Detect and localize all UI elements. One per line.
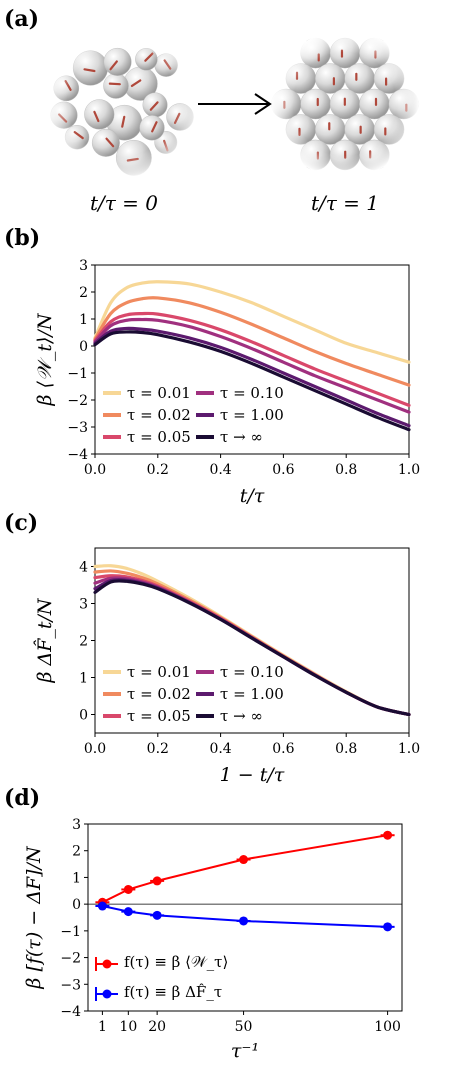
plot-frame	[87, 823, 403, 1012]
y-tick-label: 3	[79, 258, 88, 274]
data-point	[152, 910, 162, 920]
y-tick-label: −2	[67, 393, 88, 409]
x-axis-label: τ⁻¹	[231, 1040, 259, 1062]
cluster-fade	[44, 24, 200, 180]
y-tick-label: 1	[79, 312, 88, 328]
series-line-2	[93, 311, 411, 407]
legend-entry: τ = 0.05	[127, 707, 191, 725]
data-point	[97, 901, 107, 911]
x-axis-label: 1 − t/τ	[220, 764, 285, 786]
y-tick-label: 1	[72, 870, 81, 886]
panel-label-a: (a)	[4, 6, 39, 32]
y-axis-label: β ΔF̂_t/N	[34, 597, 56, 683]
legend-entry: τ = 0.05	[127, 428, 191, 446]
y-tick-label: 3	[72, 817, 81, 833]
legend-entry: τ = 0.10	[220, 384, 284, 402]
x-tick-label: 0.8	[335, 741, 357, 757]
x-tick-label: 1.0	[398, 462, 420, 478]
data-point	[152, 876, 162, 886]
legend-entry: τ = 0.02	[127, 406, 191, 424]
caption-right: t/τ = 1	[311, 191, 379, 215]
x-tick-label: 20	[148, 1019, 166, 1035]
data-point	[383, 830, 393, 840]
panel-c: (c) 0.0 0.2 0.4 0.6 0.8 1.0 0 1 2 3 4 1 − t/τ β ΔF̂_…	[4, 510, 420, 786]
caption-left: t/τ = 0	[90, 191, 158, 215]
legend: f(τ) ≡ β ⟨𝒲_τ⟩ f(τ) ≡ β ΔF̂_τ	[95, 953, 228, 1001]
y-axis-label: β [f(τ) − ΔF]/N	[23, 845, 45, 990]
panel-a: (a) t/τ = 0 t/τ = 1	[4, 6, 419, 215]
data-point	[383, 922, 393, 932]
x-tick-label: 0.8	[335, 462, 357, 478]
plot-frame	[94, 264, 410, 455]
series-line-0	[101, 834, 389, 904]
x-tick-label: 0.2	[147, 462, 169, 478]
legend-entry: τ = 1.00	[220, 406, 284, 424]
y-tick-label: 4	[79, 560, 88, 576]
y-tick-label: 2	[79, 285, 88, 301]
series-line-5	[93, 330, 411, 432]
data-point	[239, 916, 249, 926]
y-tick-label: −3	[67, 420, 88, 436]
plot-frame	[94, 547, 410, 734]
y-tick-label: −3	[60, 977, 81, 993]
y-tick-label: −1	[67, 366, 88, 382]
legend-entry: τ = 0.01	[127, 384, 191, 402]
legend-entry: f(τ) ≡ β ⟨𝒲_τ⟩	[124, 953, 228, 971]
y-tick-label: −2	[60, 951, 81, 967]
series-line-0	[93, 280, 411, 364]
y-tick-label: 0	[79, 339, 88, 355]
x-tick-label: 0.6	[272, 462, 294, 478]
y-tick-label: 2	[79, 634, 88, 650]
x-tick-label: 0.4	[209, 462, 231, 478]
x-tick-label: 100	[374, 1019, 401, 1035]
y-tick-label: 0	[79, 708, 88, 724]
panel-b: (b) 0.0 0.2 0.4 0.6 0.8 1.0 −4 −3 −2 −1 0 1 2 3 t/τ β ⟨…	[4, 225, 420, 507]
panel-label-c: (c)	[4, 510, 38, 536]
x-tick-label: 50	[235, 1019, 253, 1035]
particle-cluster-right	[271, 30, 419, 178]
x-tick-label: 10	[119, 1019, 137, 1035]
legend-entry: τ → ∞	[220, 707, 263, 725]
legend-entry: τ = 0.02	[127, 685, 191, 703]
legend-entry: τ → ∞	[220, 428, 263, 446]
legend-entry: f(τ) ≡ β ΔF̂_τ	[124, 983, 222, 1001]
legend-entry: τ = 0.10	[220, 663, 284, 681]
y-tick-label: −1	[60, 924, 81, 940]
y-tick-label: 1	[79, 671, 88, 687]
right-arrow-icon	[198, 93, 272, 115]
x-tick-label: 0.0	[84, 462, 106, 478]
panel-label-d: (d)	[4, 785, 40, 811]
x-tick-label: 0.2	[147, 741, 169, 757]
legend-marker	[102, 989, 112, 999]
y-tick-label: 0	[72, 897, 81, 913]
legend-entry: τ = 0.01	[127, 663, 191, 681]
data-point	[123, 884, 133, 894]
x-tick-label: 0.6	[272, 741, 294, 757]
legend: τ = 0.01 τ = 0.02 τ = 0.05 τ = 0.10 τ = 1.00…	[103, 663, 284, 725]
y-tick-label: 3	[79, 597, 88, 613]
data-point	[239, 855, 249, 865]
y-axis-label: β ⟨𝒲_t⟩/N	[34, 312, 56, 406]
panel-d: (d) 1 10 20 50 100 −4 −3 −2 −1 0 1 2 3 τ⁻¹ β [f(τ) − Δ…	[4, 785, 403, 1062]
x-tick-label: 1	[98, 1019, 107, 1035]
data-point	[123, 907, 133, 917]
particle-cluster-left	[44, 24, 200, 180]
x-tick-label: 0.0	[84, 741, 106, 757]
x-tick-label: 1.0	[398, 741, 420, 757]
legend: τ = 0.01 τ = 0.02 τ = 0.05 τ = 0.10 τ = 1.00…	[103, 384, 284, 446]
y-tick-label: −4	[60, 1004, 81, 1020]
cluster-fade	[271, 30, 419, 178]
series-line-1	[93, 296, 411, 387]
series-line-4	[93, 326, 411, 428]
legend-marker	[102, 959, 112, 969]
x-tick-label: 0.4	[209, 741, 231, 757]
legend-entry: τ = 1.00	[220, 685, 284, 703]
panel-label-b: (b)	[4, 225, 40, 251]
series-line-3	[93, 317, 411, 414]
y-tick-label: 2	[72, 844, 81, 860]
y-tick-label: −4	[67, 447, 88, 463]
x-axis-label: t/τ	[240, 485, 265, 507]
series-line-5	[93, 579, 411, 717]
